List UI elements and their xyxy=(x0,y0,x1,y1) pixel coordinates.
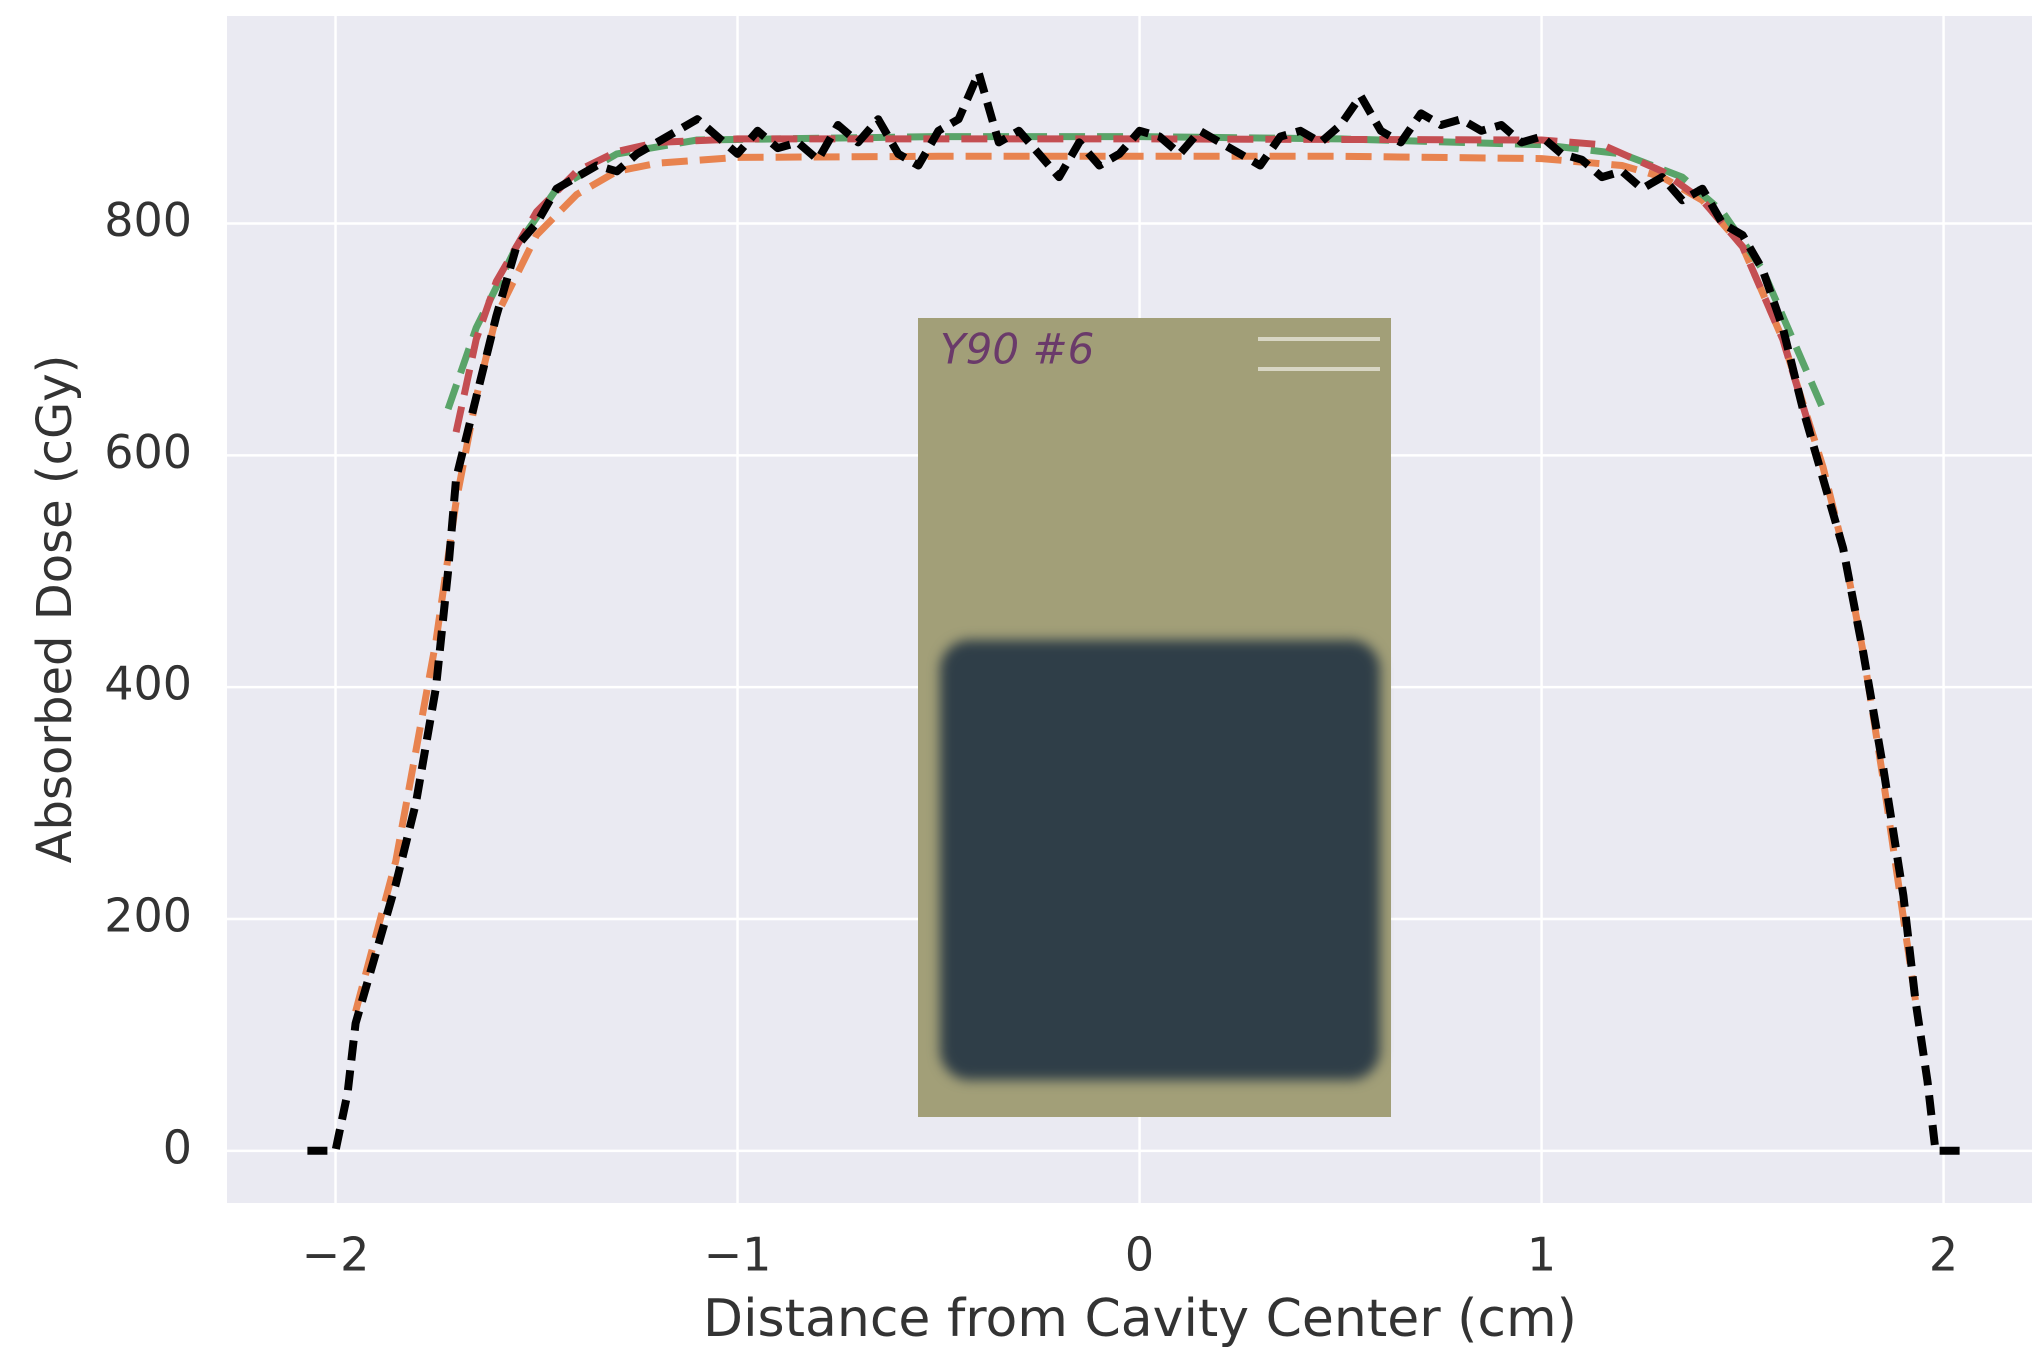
y-tick-label: 600 xyxy=(104,425,192,479)
inset-photo: Y90 #6 xyxy=(918,318,1391,1117)
lines xyxy=(307,68,1964,1155)
x-tick-label: −1 xyxy=(704,1228,772,1282)
x-axis-label: Distance from Cavity Center (cm) xyxy=(703,1289,1577,1349)
y-tick-label: 800 xyxy=(104,193,192,247)
y-axis-label: Absorbed Dose (cGy) xyxy=(27,355,83,864)
labels: −2 −1 0 1 2 0 200 400 600 800 xyxy=(104,193,1958,1282)
x-tick-label: −2 xyxy=(302,1228,370,1282)
line-series xyxy=(307,68,1964,1155)
line-series xyxy=(452,135,1815,434)
y-tick-label: 400 xyxy=(104,657,192,711)
x-tick-label: 2 xyxy=(1929,1228,1958,1282)
y-tick-label: 0 xyxy=(163,1120,192,1174)
x-tick-label: 1 xyxy=(1527,1228,1556,1282)
film-exposed-region xyxy=(940,640,1380,1080)
inset-label: Y90 #6 xyxy=(940,325,1094,374)
y-tick-label: 200 xyxy=(104,889,192,943)
x-tick-label: 0 xyxy=(1125,1228,1154,1282)
